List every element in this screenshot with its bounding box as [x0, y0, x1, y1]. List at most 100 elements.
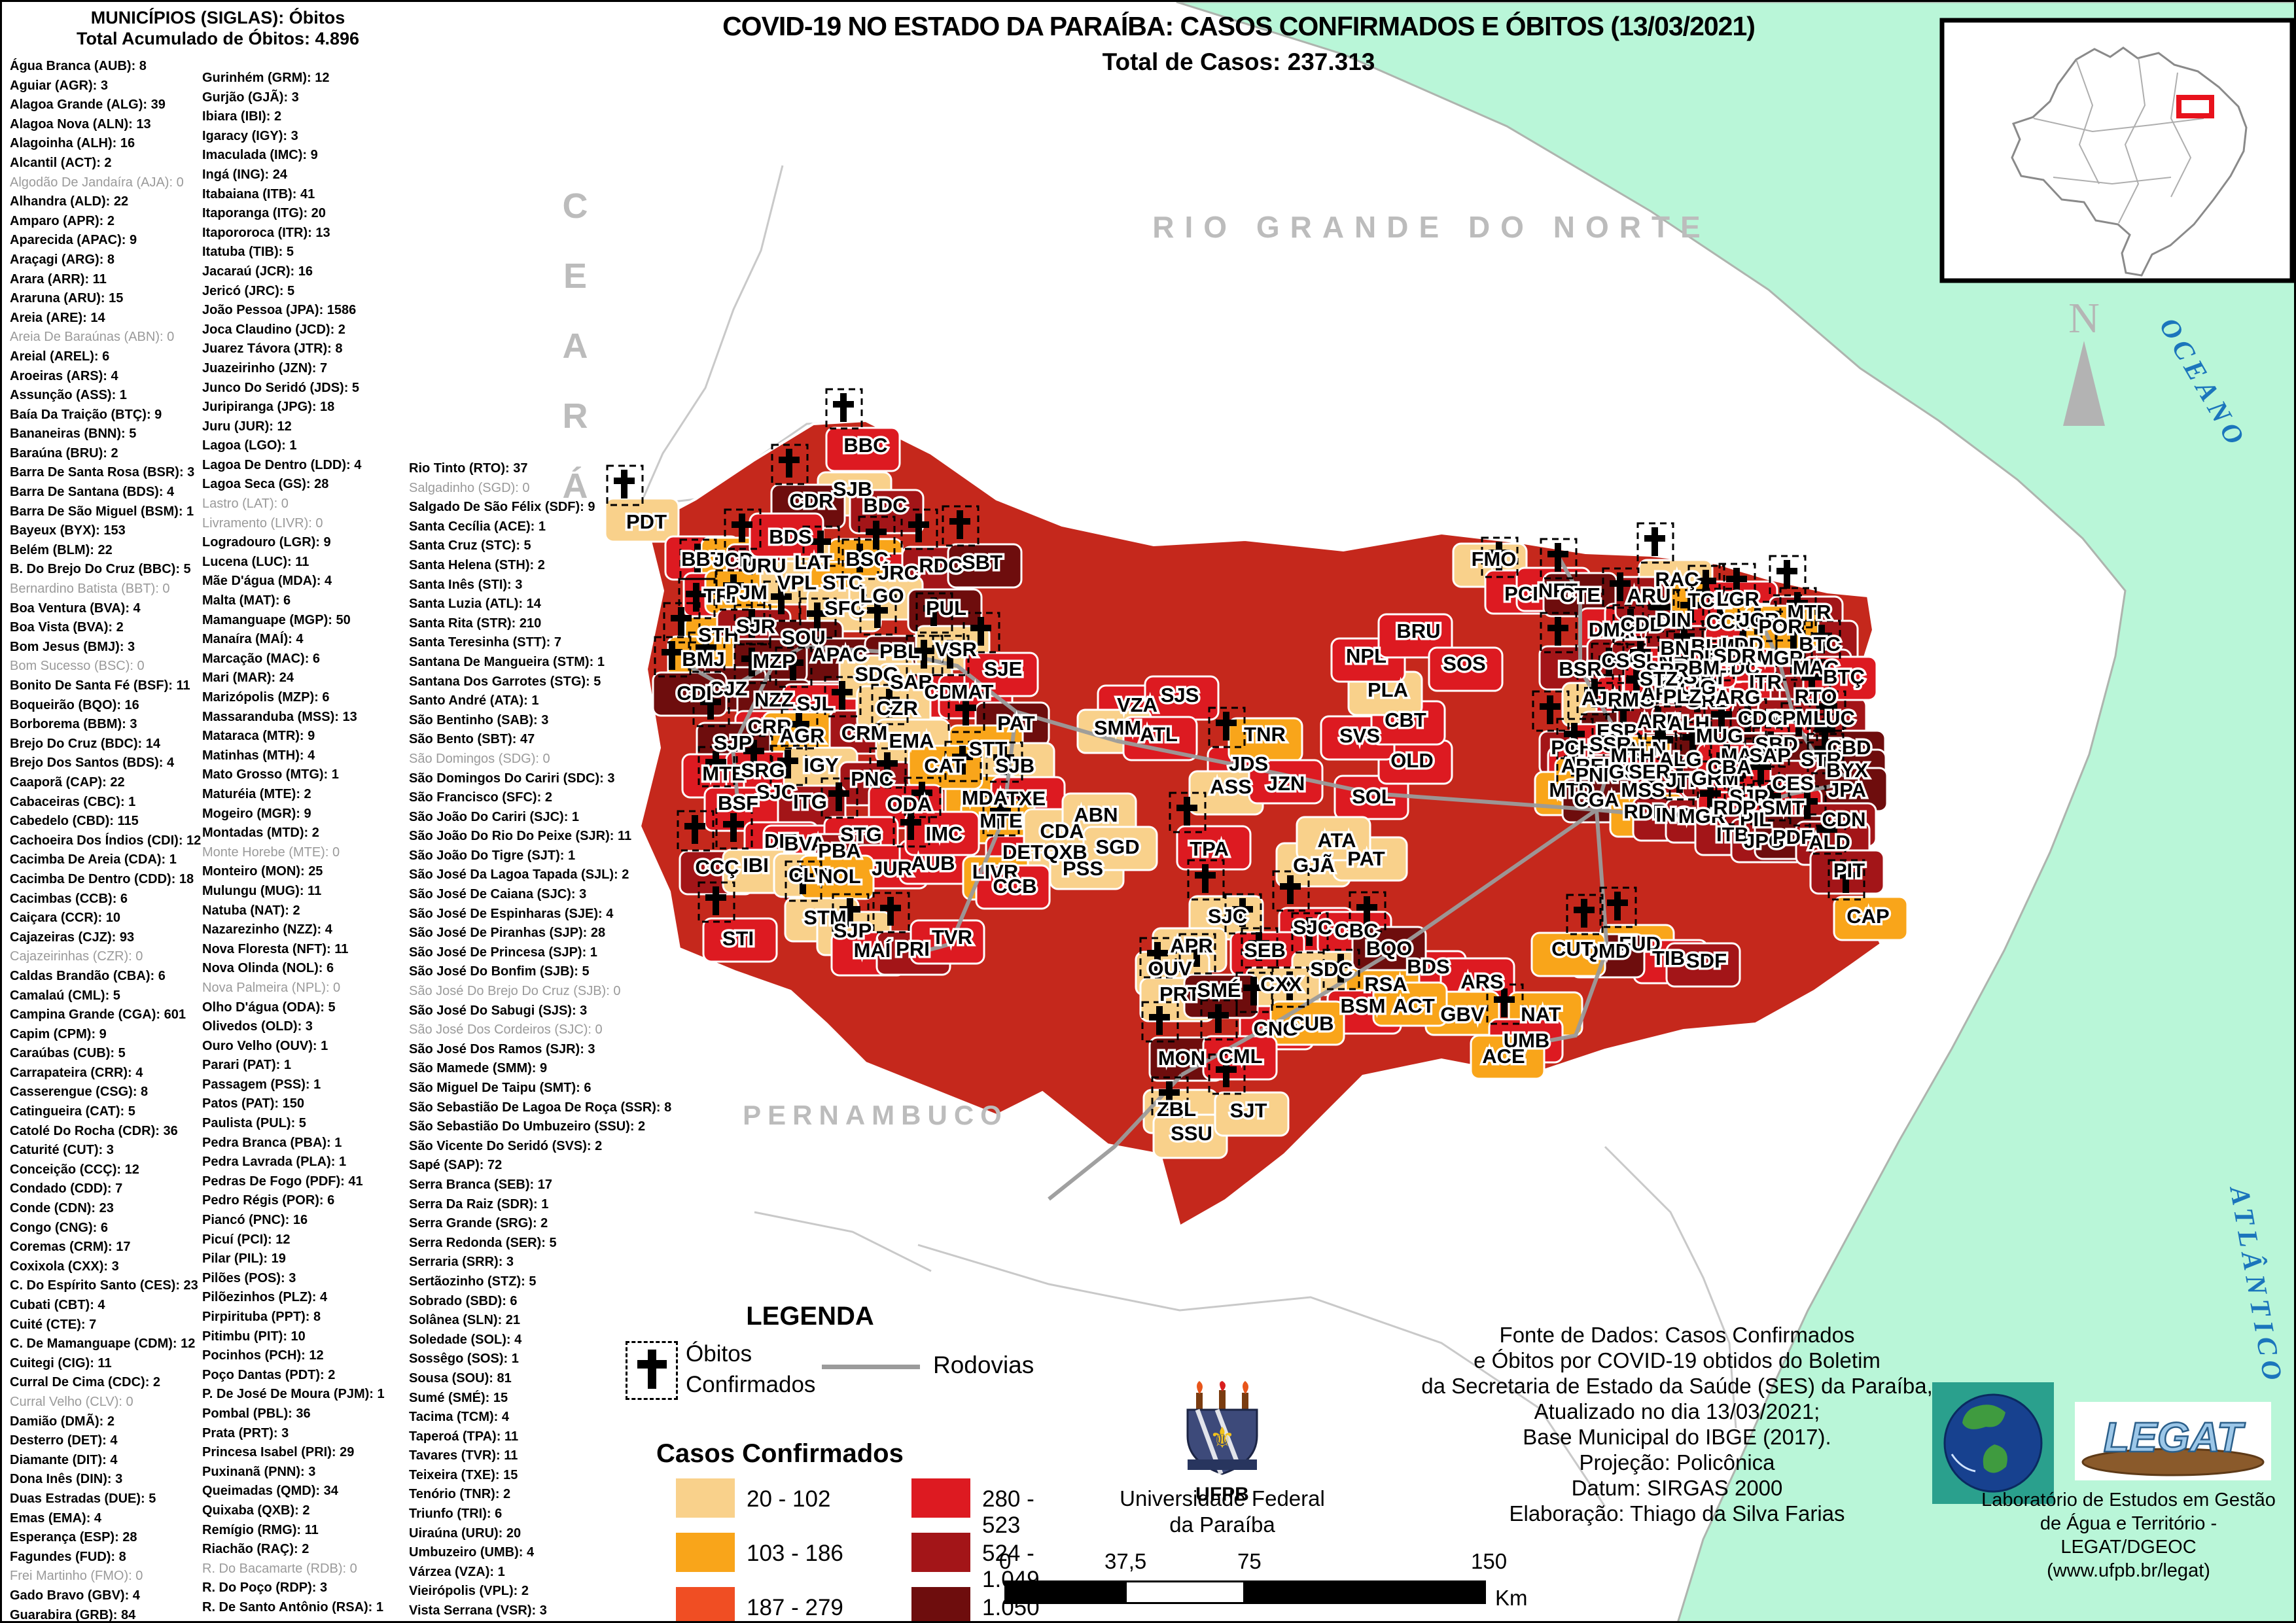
obito-cross	[1703, 698, 1741, 740]
municipality-list-item: Ibiara (IBI): 2	[202, 109, 282, 124]
legend-swatch	[911, 1478, 970, 1518]
municipality-list-item: Uiraúna (URU): 20	[409, 1526, 521, 1541]
municipality-list-column-2: Gurinhém (GRM): 12 Gurjão (GJÃ): 3 Ibiara …	[202, 69, 385, 1621]
municipality-code-label: STH	[698, 623, 739, 646]
municipality-code-label: JDS	[1229, 752, 1268, 775]
municipality-list-item: Santa Teresinha (STT): 7	[409, 635, 562, 650]
scale-unit: Km	[1495, 1586, 1528, 1610]
municipality-area[interactable]	[1377, 613, 1453, 659]
municipality-code-label: CCR	[1706, 610, 1750, 633]
municipality-list-item: São João Do Rio Do Peixe (SJR): 11	[409, 829, 632, 844]
region-label: PERNAMBUCO	[743, 1100, 1008, 1130]
municipality-area[interactable]	[1214, 1091, 1290, 1137]
deaths-cross-icon	[626, 1341, 678, 1400]
municipality-list-item: Itapororoca (ITR): 13	[202, 225, 330, 240]
municipality-code-label: QMD	[1583, 939, 1630, 962]
obito-cross	[1532, 690, 1570, 732]
municipality-code-label: RDB	[1623, 800, 1667, 823]
municipality-area[interactable]	[702, 917, 778, 963]
municipality-list-item: Pitimbu (PIT): 10	[202, 1329, 306, 1344]
municipality-list-item: Monte Horebe (MTE): 0	[202, 845, 340, 860]
municipality-area[interactable]	[947, 543, 1023, 589]
municipality-code-label: PSS	[1063, 857, 1103, 880]
municipality-code-label: PUL	[926, 597, 966, 620]
municipality-code-label: TCM	[1687, 589, 1731, 612]
municipality-list-item: Bom Jesus (BMJ): 3	[10, 639, 135, 654]
municipality-area[interactable]	[825, 427, 901, 472]
municipality-area[interactable]	[1428, 646, 1504, 692]
municipality-area[interactable]	[1296, 816, 1371, 862]
municipality-list-item: Areial (AREL): 6	[10, 349, 110, 364]
municipality-code-label: CCB	[993, 875, 1036, 898]
municipality-code-label: POR	[1758, 615, 1802, 638]
municipality-list-item: Cabaceiras (CBC): 1	[10, 794, 136, 809]
municipality-code-label: AJA	[1581, 687, 1622, 710]
brazil-inset-map[interactable]	[1939, 18, 2294, 283]
obito-cross	[1807, 733, 1845, 775]
municipality-code-label: SBT	[962, 551, 1002, 574]
municipality-list-item: Catingueira (CAT): 5	[10, 1104, 135, 1119]
obito-cross	[1566, 894, 1604, 935]
obito-cross	[985, 741, 1023, 783]
municipality-code-label: BSM	[1341, 994, 1386, 1017]
municipality-area[interactable]	[910, 919, 985, 965]
municipality-code-label: SMM	[1094, 716, 1141, 739]
municipality-code-label: STG	[840, 823, 882, 846]
municipality-code-label: BBM	[1674, 656, 1720, 679]
municipality-code-label: SFC	[824, 597, 865, 620]
municipality-code-label: CXX	[1260, 973, 1302, 996]
municipality-code-label: DET	[1002, 841, 1043, 864]
municipality-area[interactable]	[904, 811, 980, 856]
data-source-note: Fonte de Dados: Casos Confirmados e Óbito…	[1415, 1322, 1939, 1526]
obito-cross	[1208, 1053, 1246, 1095]
municipality-area[interactable]	[1176, 825, 1252, 871]
municipality-list-item: Serra Da Raiz (SDR): 1	[409, 1196, 549, 1212]
municipality-code-label: PJM	[726, 581, 768, 604]
municipality-list-item: Fagundes (FUD): 8	[10, 1549, 126, 1564]
municipality-area[interactable]	[1082, 826, 1158, 871]
obito-cross	[1540, 538, 1578, 580]
municipality-area[interactable]	[1372, 981, 1448, 1027]
municipality-list-item: Esperança (ESP): 28	[10, 1530, 137, 1545]
municipality-code-label: SAB	[890, 671, 932, 693]
municipality-area[interactable]	[1665, 942, 1741, 988]
municipality-list-item: Piancó (PNC): 16	[202, 1213, 308, 1228]
municipality-list-item: Campina Grande (CGA): 601	[10, 1007, 186, 1022]
municipality-code-label: SRR	[1646, 659, 1688, 682]
municipality-code-label: GJÃ	[1293, 854, 1335, 877]
legend-class-label: 187 - 279	[747, 1595, 843, 1620]
municipality-list-item: Bayeux (BYX): 153	[10, 523, 126, 538]
obito-cross	[824, 676, 862, 718]
obito-cross	[932, 635, 970, 676]
municipality-list-item: Aparecida (APAC): 9	[10, 233, 137, 248]
municipality-area[interactable]	[1351, 926, 1427, 971]
municipality-code-label: ARS	[1460, 970, 1503, 993]
municipality-code-label: OUV	[1148, 957, 1192, 980]
municipality-code-label: SOL	[1352, 785, 1394, 808]
municipality-code-label: PNN	[1575, 763, 1617, 786]
region-label: RIO GRANDE DO NORTE	[1152, 210, 1710, 244]
municipality-list-item: São Sebastião Do Umbuzeiro (SSU): 2	[409, 1119, 646, 1134]
municipality-list-item: Belém (BLM): 22	[10, 542, 113, 557]
municipality-code-label: CAP	[1846, 905, 1889, 928]
source-line: e Óbitos por COVID-19 obtidos do Boletim	[1474, 1348, 1881, 1372]
municipality-code-label: CZR	[876, 697, 918, 720]
municipality-code-label: STI	[722, 927, 754, 950]
municipality-code-label: PBL	[879, 640, 920, 663]
municipality-code-label: ARG	[1716, 686, 1761, 708]
municipality-area[interactable]	[1833, 896, 1909, 941]
municipality-list-item: Massaranduba (MSS): 13	[202, 709, 357, 724]
obito-cross	[821, 777, 858, 819]
municipality-code-label: MAR	[1721, 744, 1767, 767]
municipality-area[interactable]	[1122, 716, 1198, 761]
obito-cross	[677, 810, 715, 852]
municipality-list-item: Caaporã (CAP): 22	[10, 775, 125, 790]
municipality-code-label: SJP	[714, 731, 752, 754]
municipality-code-label: BDS	[1407, 955, 1449, 978]
municipality-list-item: B. Do Brejo Do Cruz (BBC): 5	[10, 562, 191, 577]
municipality-code-label: CML	[1218, 1045, 1262, 1068]
municipality-code-label: UMB	[1504, 1029, 1550, 1052]
municipality-list-item: Boqueirão (BQO): 16	[10, 697, 139, 712]
